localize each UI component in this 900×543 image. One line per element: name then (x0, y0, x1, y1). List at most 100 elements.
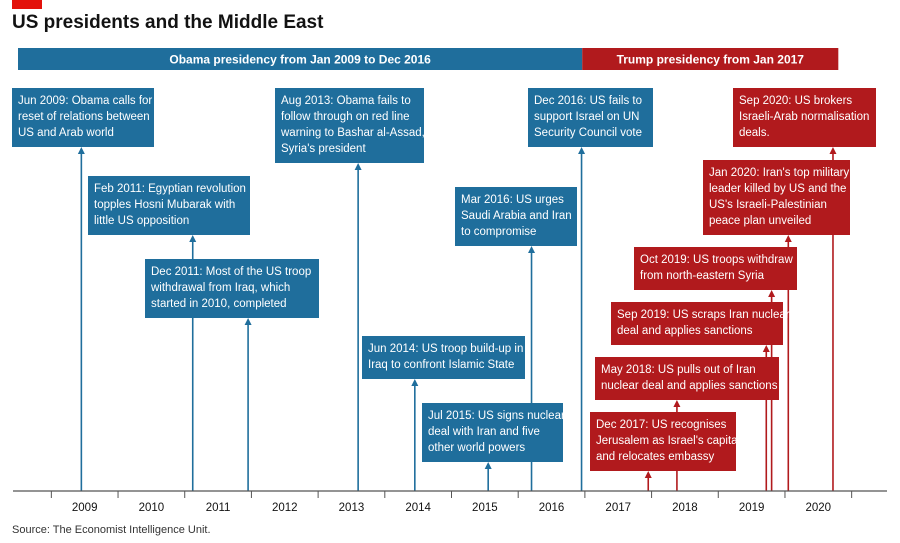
event-text-line: deals. (739, 127, 770, 139)
event-box: Dec 2017: US recognises Jerusalem as Isra… (590, 412, 740, 471)
event-text-line: and relocates embassy (596, 451, 715, 463)
event-arrowhead (578, 147, 586, 154)
event-text-line: Jan 2020: Iran's top military (709, 167, 850, 179)
event-box: May 2018: US pulls out of Iran nuclear de… (595, 357, 779, 400)
event-text-line: Jun 2009: Obama calls for (18, 95, 152, 107)
event-text-line: topples Hosni Mubarak with (94, 199, 235, 211)
event-text-line: Jun 2014: US troop build-up in (368, 343, 523, 355)
event-box: Jul 2015: US signs nuclear deal with Iran… (422, 403, 565, 462)
event-text-line: follow through on red line (281, 111, 410, 123)
event-box-bg (145, 259, 319, 318)
event-text-line: reset of relations between (18, 111, 150, 123)
event-arrowhead (354, 163, 362, 170)
event-box-bg (12, 88, 154, 147)
x-tick-label: 2015 (472, 502, 498, 514)
event-text-line: Aug 2013: Obama fails to (281, 95, 411, 107)
event-text-line: peace plan unveiled (709, 215, 811, 227)
economist-accent-bar (12, 0, 42, 9)
x-tick-label: 2020 (806, 502, 832, 514)
presidency-band-0 (18, 48, 583, 70)
event-box: Mar 2016: US urges Saudi Arabia and Iran t… (455, 187, 577, 246)
event-text-line: deal with Iran and five (428, 426, 540, 438)
event-text-line: US's Israeli-Palestinian (709, 199, 827, 211)
x-tick-label: 2019 (739, 502, 765, 514)
event-box-bg (422, 403, 563, 462)
event-box: Feb 2011: Egyptian revolution topples Hos… (88, 176, 250, 235)
event-text-line: Oct 2019: US troops withdraw (640, 254, 793, 266)
x-tick-label: 2016 (539, 502, 565, 514)
event-arrowhead (673, 400, 681, 407)
event-box-bg (275, 88, 424, 163)
x-tick-label: 2010 (139, 502, 165, 514)
timeline-chart: Obama presidency from Jan 2009 to Dec 20… (12, 48, 887, 514)
event-text-line: Jul 2015: US signs nuclear (428, 410, 565, 422)
x-tick-label: 2011 (206, 502, 231, 514)
event-box-bg (611, 302, 783, 345)
event-text-line: from north-eastern Syria (640, 270, 765, 282)
x-axis: 2009 2010 2011 2012 2013 2014 2015 2016 2017 2018… (13, 490, 887, 514)
event-box: Oct 2019: US troops withdraw from north-e… (634, 247, 797, 290)
event-text-line: Jerusalem as Israel's capital (596, 435, 740, 447)
event-text-line: Sep 2020: US brokers (739, 95, 852, 107)
event-text-line: Syria's president (281, 143, 366, 155)
event-text-line: Saudi Arabia and Iran (461, 210, 572, 222)
event-arrowhead (644, 471, 652, 478)
x-tick-label: 2012 (272, 502, 298, 514)
x-tick-label: 2017 (605, 502, 631, 514)
event-text-line: Feb 2011: Egyptian revolution (94, 183, 246, 195)
event-arrowhead (189, 235, 197, 242)
event-box-bg (590, 412, 736, 471)
event-box: Sep 2020: US brokers Israeli-Arab normali… (733, 88, 876, 147)
event-arrowhead (244, 318, 252, 325)
event-boxes: Jun 2009: Obama calls for reset of relati… (12, 88, 876, 471)
event-text-line: US and Arab world (18, 127, 114, 139)
event-arrowhead (411, 379, 419, 386)
event-arrowhead (77, 147, 85, 154)
event-text-line: Dec 2017: US recognises (596, 419, 727, 431)
event-text-line: Iraq to confront Islamic State (368, 359, 514, 371)
presidency-band-label: Trump presidency from Jan 2017 (617, 53, 805, 67)
event-box-bg (455, 187, 577, 246)
x-tick-label: 2013 (339, 502, 365, 514)
event-text-line: withdrawal from Iraq, which (150, 282, 290, 294)
event-text-line: Sep 2019: US scraps Iran nuclear (617, 309, 790, 321)
x-tick-label: 2009 (72, 502, 98, 514)
event-box: Jun 2014: US troop build-up in Iraq to co… (362, 336, 525, 379)
event-box-bg (528, 88, 653, 147)
event-box: Sep 2019: US scraps Iran nuclear deal and… (611, 302, 790, 345)
presidency-bands: Obama presidency from Jan 2009 to Dec 20… (18, 48, 839, 70)
event-text-line: nuclear deal and applies sanctions (601, 380, 778, 392)
x-tick-label: 2018 (672, 502, 698, 514)
event-box-bg (634, 247, 797, 290)
source-note: Source: The Economist Intelligence Unit. (12, 524, 211, 536)
event-text-line: Security Council vote (534, 127, 642, 139)
event-box: Aug 2013: Obama fails to follow through o… (275, 88, 425, 163)
event-arrowhead (484, 462, 492, 469)
event-box-bg (362, 336, 525, 379)
event-text-line: leader killed by US and the (709, 183, 846, 195)
event-text-line: started in 2010, completed (151, 298, 287, 310)
event-text-line: Dec 2011: Most of the US troop (151, 266, 311, 278)
event-text-line: May 2018: US pulls out of Iran (601, 364, 756, 376)
presidency-band-label: Obama presidency from Jan 2009 to Dec 20… (169, 53, 431, 67)
chart-title: US presidents and the Middle East (12, 12, 324, 33)
event-text-line: support Israel on UN (534, 111, 639, 123)
event-box: Jan 2020: Iran's top military leader kill… (703, 160, 850, 235)
event-box-bg (703, 160, 850, 235)
event-text-line: to compromise (461, 226, 536, 238)
event-text-line: Mar 2016: US urges (461, 194, 564, 206)
event-text-line: Dec 2016: US fails to (534, 95, 642, 107)
event-text-line: other world powers (428, 442, 525, 454)
event-box: Dec 2011: Most of the US troop withdrawal… (145, 259, 319, 318)
event-text-line: warning to Bashar al-Assad, (280, 127, 425, 139)
presidency-band-1 (582, 48, 839, 70)
event-arrowhead (829, 147, 837, 154)
event-box: Dec 2016: US fails to support Israel on U… (528, 88, 653, 147)
event-box: Jun 2009: Obama calls for reset of relati… (12, 88, 154, 147)
event-box-bg (733, 88, 876, 147)
event-arrowhead (528, 246, 536, 253)
x-tick-label: 2014 (405, 502, 431, 514)
event-box-bg (88, 176, 250, 235)
event-arrowhead (768, 290, 776, 297)
event-arrowhead (762, 345, 770, 352)
